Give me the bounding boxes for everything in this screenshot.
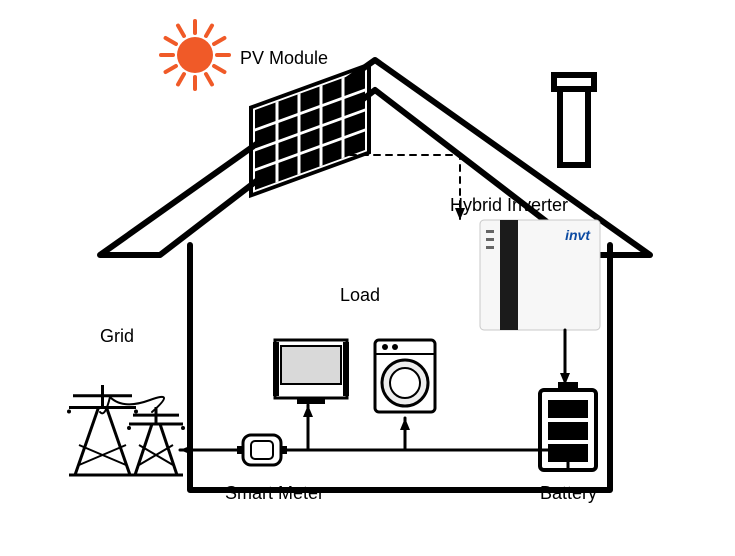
hybrid-inverter-icon: invt xyxy=(480,220,600,330)
flow-pv-to-inverter xyxy=(350,155,460,220)
load-label: Load xyxy=(340,285,380,306)
sun-icon xyxy=(177,37,213,73)
pv-module-label: PV Module xyxy=(240,48,328,69)
transmission-tower-icon xyxy=(127,407,185,475)
hybrid-inverter-label: Hybrid Inverter xyxy=(450,195,568,216)
diagram-root: invt PV Module Hybrid Inverter Load Grid… xyxy=(0,0,735,556)
grid-wire xyxy=(110,397,164,412)
inverter-brand-text: invt xyxy=(565,227,591,243)
grid-label: Grid xyxy=(100,326,134,347)
diagram-svg: invt xyxy=(0,0,735,556)
transmission-tower-icon xyxy=(67,385,138,475)
battery-label: Battery xyxy=(540,483,597,504)
smart-meter-label: Smart Meter xyxy=(225,483,324,504)
smart-meter-icon xyxy=(237,435,287,465)
tv-icon xyxy=(273,340,349,404)
washing-machine-icon xyxy=(375,340,435,412)
pv-panel-icon xyxy=(251,65,369,196)
